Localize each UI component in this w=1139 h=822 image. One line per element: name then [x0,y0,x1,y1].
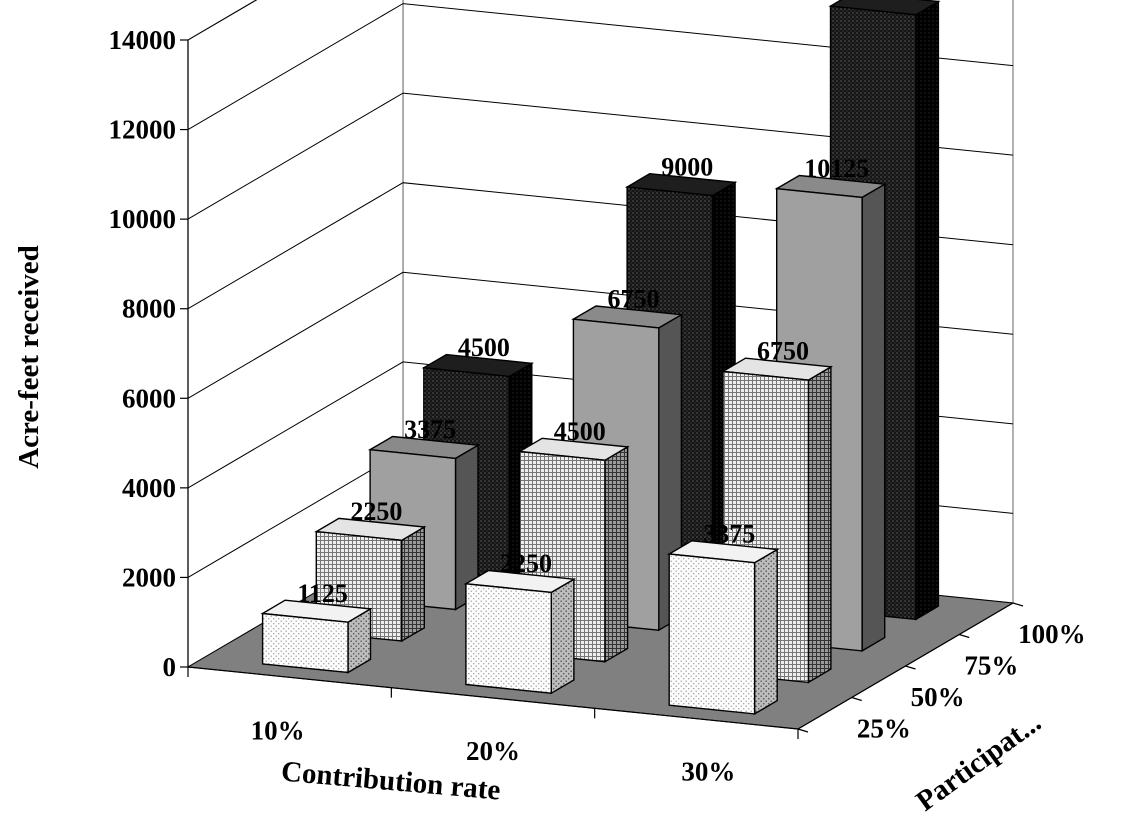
bar [666,540,780,716]
y-tick-label: 14000 [109,25,177,55]
z-tick-label: 25% [857,713,911,743]
bar [260,599,373,674]
bar-side [753,548,778,716]
bar-side [604,445,629,663]
data-label: 6750 [757,337,809,366]
bar-side [807,365,832,684]
z-tick [959,633,970,639]
x-tick-label: 10% [251,715,305,745]
bar-front [261,612,349,674]
data-label: 10125 [804,154,869,183]
y-tick-label: 0 [163,652,177,682]
z-tick [797,728,809,733]
z-tick-label: 75% [964,650,1018,680]
y-tick-label: 4000 [122,473,176,503]
z-tick [1012,602,1024,607]
y-tick-label: 8000 [122,294,176,324]
bar-side [550,577,575,695]
data-label: 1125 [297,579,348,608]
z-tick [905,665,916,670]
y-tick-label: 2000 [122,562,176,592]
bar [463,569,577,695]
z-tick-label: 50% [911,682,965,712]
gridline [187,3,1014,131]
x-tick-label: 20% [466,736,520,766]
y-tick-label: 6000 [122,383,176,413]
x-tick-label: 30% [681,757,735,787]
data-label: 2250 [350,497,402,526]
bar-side [915,0,940,621]
z-tick [851,696,862,702]
data-label: 4500 [458,333,510,362]
bar-front [465,583,552,694]
y-tick-label: 10000 [109,204,177,234]
data-label: 2250 [500,549,552,578]
y-axis-title: Acre-feet received [13,245,45,469]
data-label: 3375 [703,519,755,548]
data-label: 9000 [661,152,713,181]
z-axis-title: Participat... [910,706,1047,818]
z-tick-label: 100% [1018,619,1086,649]
data-label: 6750 [607,285,659,314]
bar-front [668,553,756,715]
x-axis-line [187,666,799,730]
bar-side [401,525,425,643]
bar-side [861,182,886,653]
data-label: 3375 [404,415,456,444]
gridline [187,92,1014,220]
data-label: 4500 [554,417,606,446]
y-tick-label: 12000 [109,115,177,145]
